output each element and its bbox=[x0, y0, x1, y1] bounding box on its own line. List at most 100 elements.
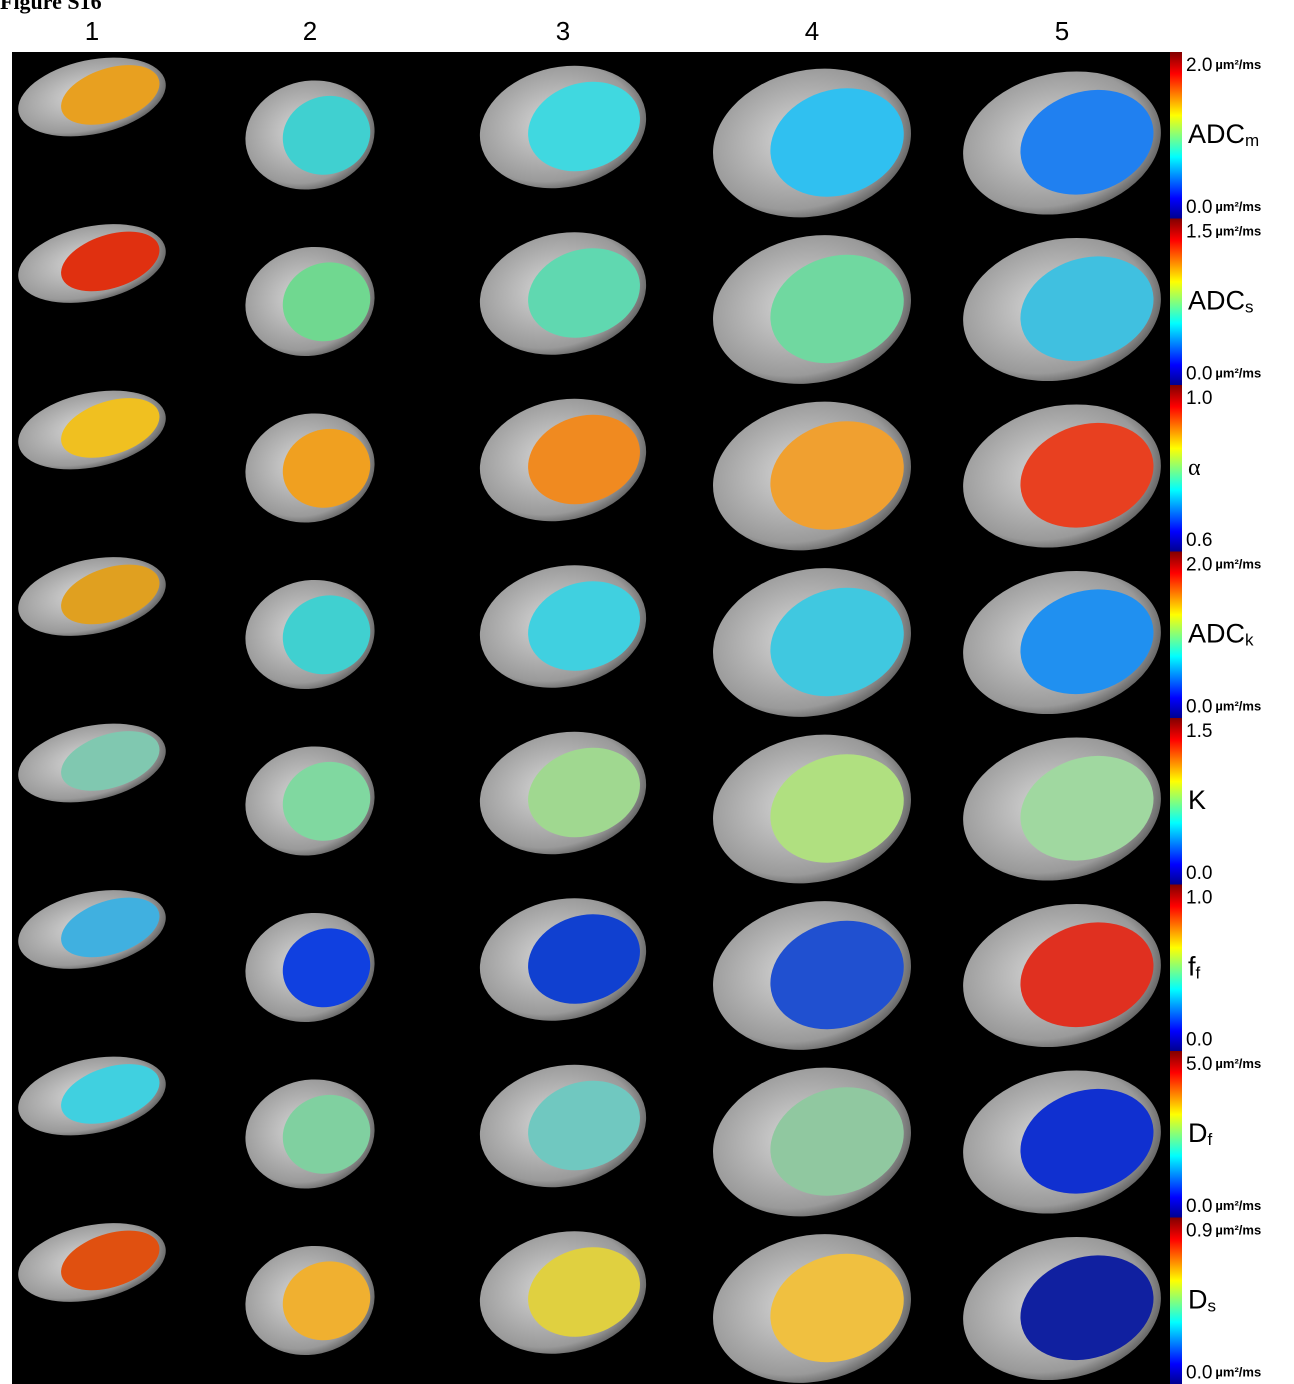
parameter-map bbox=[61, 897, 160, 958]
parameter-map bbox=[282, 1094, 371, 1174]
mri-slice bbox=[18, 1223, 166, 1302]
mri-slice bbox=[713, 901, 911, 1050]
mri-slice bbox=[713, 68, 911, 218]
parameter-name: ADCk bbox=[1188, 619, 1254, 650]
parameter-map bbox=[528, 414, 640, 505]
value: 1.0 bbox=[1186, 888, 1212, 909]
parameter-map bbox=[528, 248, 640, 338]
value: 0.0 bbox=[1186, 1363, 1212, 1384]
unit: µm²/ms bbox=[1215, 224, 1261, 239]
unit: µm²/ms bbox=[1215, 1365, 1261, 1380]
name: D bbox=[1188, 1285, 1208, 1315]
mri-slice bbox=[963, 1236, 1161, 1381]
colorbar-max: 5.0 µm²/ms bbox=[1186, 1054, 1261, 1075]
parameter-map bbox=[770, 920, 904, 1030]
mri-slice bbox=[245, 413, 375, 523]
colorbar-min: 0.0 µm²/ms bbox=[1186, 1196, 1261, 1217]
column-label: 1 bbox=[85, 16, 99, 46]
parameter-map bbox=[282, 761, 371, 841]
parameter-map bbox=[282, 262, 371, 342]
value: 0.0 bbox=[1186, 1030, 1212, 1051]
colorbar-max: 1.0 bbox=[1186, 388, 1212, 409]
parameter-map bbox=[528, 81, 640, 172]
subscript: s bbox=[1208, 1297, 1217, 1316]
colorbar bbox=[1170, 718, 1182, 885]
subscript: f bbox=[1208, 1130, 1213, 1149]
parameter-map bbox=[1020, 422, 1154, 528]
colorbar-max: 1.5 µm²/ms bbox=[1186, 222, 1261, 243]
name: ADC bbox=[1188, 286, 1245, 316]
colorbar-max: 1.5 bbox=[1186, 721, 1212, 742]
unit: µm²/ms bbox=[1215, 1223, 1261, 1238]
colorbar-min: 0.0 µm²/ms bbox=[1186, 197, 1261, 218]
parameter-map bbox=[282, 1261, 371, 1341]
column-label: 5 bbox=[1055, 16, 1069, 46]
value: 0.0 bbox=[1186, 697, 1212, 718]
value: 0.6 bbox=[1186, 530, 1212, 551]
colorbar-max: 1.0 bbox=[1186, 888, 1212, 909]
parameter-map bbox=[1020, 1255, 1154, 1361]
mri-slice bbox=[18, 557, 166, 636]
colorbar-max: 2.0 µm²/ms bbox=[1186, 555, 1261, 576]
unit: µm²/ms bbox=[1215, 1198, 1261, 1213]
name: f bbox=[1188, 952, 1196, 982]
mri-slice bbox=[963, 903, 1161, 1048]
parameter-map bbox=[282, 928, 371, 1008]
figure-title: Figure S16 bbox=[0, 0, 102, 14]
parameter-map bbox=[1020, 256, 1154, 362]
value: 0.0 bbox=[1186, 1196, 1212, 1217]
mri-slice bbox=[963, 404, 1161, 548]
subscript: k bbox=[1245, 631, 1254, 650]
name: ADC bbox=[1188, 619, 1245, 649]
parameter-map bbox=[770, 254, 904, 364]
value: 1.5 bbox=[1186, 222, 1212, 243]
mri-slice bbox=[18, 723, 166, 803]
value: 1.5 bbox=[1186, 721, 1212, 742]
parameter-map bbox=[61, 231, 160, 292]
mri-slice bbox=[963, 237, 1161, 382]
value: 0.0 bbox=[1186, 863, 1212, 884]
colorbar-min: 0.6 bbox=[1186, 530, 1212, 551]
mri-slice bbox=[713, 568, 911, 717]
mri-slice bbox=[479, 731, 647, 855]
mri-slice bbox=[245, 1245, 375, 1356]
parameter-map bbox=[282, 595, 371, 675]
mri-slice bbox=[963, 570, 1161, 715]
mri-slice bbox=[963, 71, 1161, 215]
mri-slice bbox=[245, 246, 375, 357]
parameter-map bbox=[61, 1064, 160, 1124]
value: 0.0 bbox=[1186, 197, 1212, 218]
parameter-name: Ds bbox=[1188, 1285, 1216, 1316]
name: K bbox=[1188, 785, 1206, 815]
parameter-name: ff bbox=[1188, 952, 1201, 983]
parameter-map bbox=[770, 754, 904, 863]
parameter-name: ADCs bbox=[1188, 286, 1254, 317]
mri-slice bbox=[18, 57, 166, 137]
name: α bbox=[1188, 455, 1201, 481]
parameter-map bbox=[1020, 1088, 1154, 1194]
mri-slice bbox=[18, 890, 166, 969]
colorbar bbox=[1170, 551, 1182, 718]
colorbar-max: 2.0 µm²/ms bbox=[1186, 55, 1261, 76]
value: 0.9 bbox=[1186, 1221, 1212, 1242]
colorbar bbox=[1170, 385, 1182, 552]
colorbar-min: 0.0 bbox=[1186, 863, 1212, 884]
colorbar-max: 0.9 µm²/ms bbox=[1186, 1221, 1261, 1242]
colorbar bbox=[1170, 52, 1182, 219]
mri-slice bbox=[245, 80, 375, 190]
parameter-map bbox=[770, 1087, 904, 1196]
mri-slice bbox=[479, 65, 647, 189]
mri-slice bbox=[713, 235, 911, 384]
colorbar bbox=[1170, 884, 1182, 1051]
parameter-name: α bbox=[1188, 455, 1201, 481]
mri-slice bbox=[245, 746, 375, 856]
parameter-map bbox=[61, 1230, 160, 1291]
unit: µm²/ms bbox=[1215, 366, 1261, 381]
parameter-map bbox=[528, 581, 640, 671]
parameter-name: Df bbox=[1188, 1118, 1213, 1149]
parameter-map bbox=[528, 1080, 640, 1171]
parameter-map bbox=[1020, 589, 1154, 695]
mri-slice bbox=[713, 1067, 911, 1217]
parameter-map bbox=[61, 564, 160, 625]
